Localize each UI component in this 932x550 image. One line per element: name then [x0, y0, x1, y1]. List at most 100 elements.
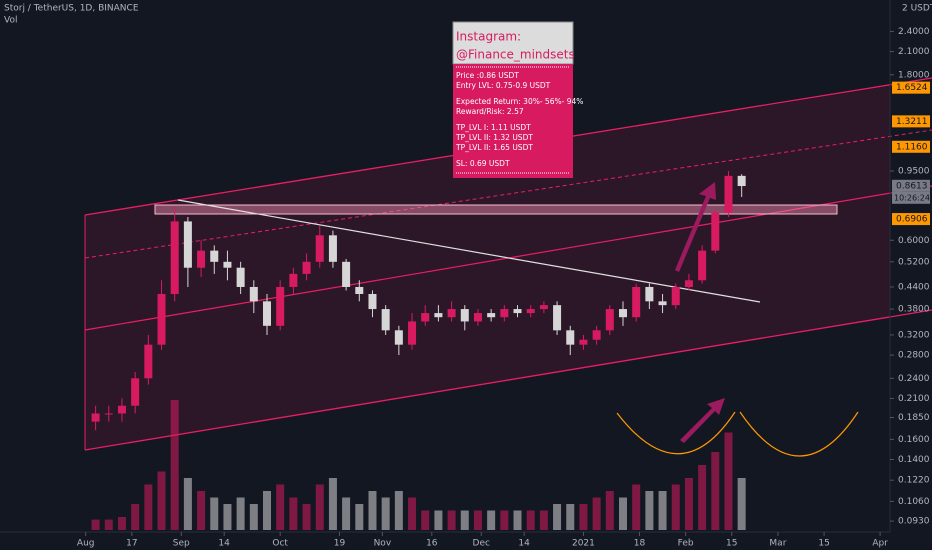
candle-body: [381, 309, 390, 331]
info-line: Reward/Risk: 2.57: [456, 107, 524, 116]
volume-bar: [223, 504, 232, 530]
y-tick-label: 0.0930: [898, 517, 930, 527]
candle-body: [289, 273, 298, 287]
x-tick-label: Dec: [473, 539, 490, 549]
candle-body: [447, 309, 456, 318]
volume-bar: [658, 491, 667, 530]
y-tick-label: 0.1850: [898, 413, 930, 423]
candle-body: [500, 309, 509, 318]
candle-body: [434, 313, 443, 318]
info-title: @Finance_mindsets: [456, 48, 575, 62]
arc-right: [739, 411, 859, 457]
volume-bar: [487, 510, 496, 530]
y-tick-label: 0.2100: [898, 394, 930, 404]
volume-bar: [605, 491, 614, 530]
candle-body: [724, 175, 733, 213]
volume-bar: [144, 484, 153, 530]
y-tick-label: 1.8000: [898, 70, 930, 80]
volume-bar: [355, 504, 364, 530]
x-tick-label: 2021: [572, 539, 595, 549]
volume-bar: [263, 491, 271, 530]
x-tick-label: Mar: [769, 539, 786, 549]
candle-body: [249, 286, 258, 302]
info-line: SL: 0.69 USDT: [456, 159, 510, 168]
candle-body: [592, 330, 601, 340]
candle-body: [619, 309, 627, 318]
candle-body: [658, 301, 667, 306]
x-tick-label: 14: [518, 539, 530, 549]
x-tick-label: 18: [634, 539, 646, 549]
info-line: Price :0.86 USDT: [456, 71, 519, 80]
candle-body: [170, 221, 179, 294]
volume-bar: [579, 504, 588, 530]
y-tick-label: 0.2400: [898, 374, 930, 384]
volume-bar: [447, 510, 456, 530]
price-tag: [892, 213, 930, 226]
x-tick-label: Feb: [678, 539, 694, 549]
price-tag-label: 1.6524: [896, 83, 928, 93]
candle-body: [526, 309, 535, 314]
candle-body: [197, 250, 206, 268]
y-tick-label: 0.6000: [898, 236, 930, 246]
x-tick-label: Nov: [374, 539, 392, 549]
x-tick-label: Aug: [77, 539, 95, 549]
candle-body: [698, 250, 707, 281]
y-tick-label: 0.1600: [898, 435, 930, 445]
volume-bar: [553, 504, 562, 530]
volume-bar: [645, 491, 654, 530]
volume-bar: [539, 510, 548, 530]
x-tick-label: 14: [218, 539, 230, 549]
price-tag-label: 1.1160: [896, 142, 928, 152]
candle-body: [632, 286, 641, 318]
y-tick-label: 0.4400: [898, 282, 930, 292]
candle-body: [487, 313, 496, 318]
candle-body: [210, 250, 219, 262]
volume-bar: [302, 504, 311, 530]
x-tick-label: 17: [126, 539, 137, 549]
x-tick-label: 15: [818, 539, 829, 549]
candle-body: [684, 280, 693, 287]
x-tick-label: Oct: [272, 539, 288, 549]
price-tag: [892, 179, 930, 192]
volume-bar: [460, 510, 469, 530]
price-tag-label: 0.6906: [896, 215, 928, 225]
candle-body: [117, 405, 126, 414]
candle-body: [223, 261, 232, 268]
volume-bar: [117, 517, 126, 530]
volume-bar: [394, 491, 403, 530]
info-title: Instagram:: [456, 30, 521, 44]
volume-bar: [289, 497, 298, 530]
volume-bar: [315, 484, 324, 530]
candle-body: [183, 221, 192, 268]
arrow-volume: [680, 398, 725, 443]
candles: [91, 171, 746, 431]
volume-bar: [434, 510, 443, 530]
info-box: Instagram: @Finance_mindsets Price :0.86…: [452, 21, 583, 178]
price-tag-label: 0.8613: [896, 181, 928, 191]
channel-dashed-top: [84, 129, 932, 259]
volume-bar: [170, 400, 179, 530]
candle-body: [553, 305, 562, 331]
candle-body: [473, 313, 482, 322]
candle-body: [460, 309, 469, 322]
info-line: TP_LVL I: 1.11 USDT: [455, 123, 531, 132]
volume-bar: [421, 510, 430, 530]
volume-bar: [671, 484, 680, 530]
y-tick-label: 0.3200: [898, 330, 930, 340]
volume-bar: [408, 497, 417, 530]
volume-bar: [592, 497, 601, 530]
candle-body: [579, 339, 588, 345]
candle-body: [157, 293, 166, 345]
volume-bar: [91, 519, 100, 530]
volume-bar: [684, 478, 693, 530]
countdown: 10:26:24: [894, 193, 930, 202]
y-tick-label: 0.5200: [898, 257, 930, 267]
y-tick-label: 2.1000: [898, 47, 930, 57]
resistance-zone: [154, 204, 838, 215]
volume-bar: [249, 504, 258, 530]
candle-body: [328, 235, 337, 262]
candle-body: [315, 235, 324, 262]
symbol-title: Storj / TetherUS, 1D, BINANCE: [4, 4, 139, 14]
price-tag: [892, 81, 930, 94]
x-tick-label: 19: [334, 539, 346, 549]
